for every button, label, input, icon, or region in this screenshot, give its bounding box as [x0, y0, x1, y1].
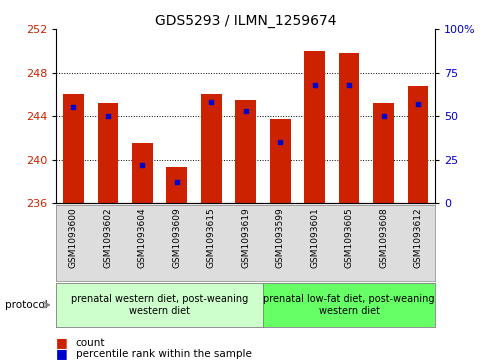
Bar [304, 51, 325, 203]
Text: GSM1093602: GSM1093602 [103, 207, 112, 268]
Text: count: count [76, 338, 105, 348]
Bar [63, 94, 83, 203]
Bar [132, 143, 152, 203]
Text: protocol: protocol [5, 300, 47, 310]
Bar [407, 86, 427, 203]
Text: GSM1093608: GSM1093608 [378, 207, 387, 268]
Bar [372, 103, 393, 203]
Text: GSM1093604: GSM1093604 [138, 207, 146, 268]
Text: ■: ■ [56, 347, 68, 360]
Text: GSM1093615: GSM1093615 [206, 207, 215, 268]
Title: GDS5293 / ILMN_1259674: GDS5293 / ILMN_1259674 [155, 14, 336, 28]
Text: percentile rank within the sample: percentile rank within the sample [76, 349, 251, 359]
Bar [338, 53, 359, 203]
Text: prenatal low-fat diet, post-weaning
western diet: prenatal low-fat diet, post-weaning west… [263, 294, 434, 316]
Text: GSM1093612: GSM1093612 [413, 207, 422, 268]
Bar [98, 103, 118, 203]
Text: GSM1093605: GSM1093605 [344, 207, 353, 268]
Text: GSM1093600: GSM1093600 [69, 207, 78, 268]
Bar [201, 94, 221, 203]
Text: ■: ■ [56, 337, 68, 350]
Text: GSM1093601: GSM1093601 [309, 207, 319, 268]
Text: GSM1093609: GSM1093609 [172, 207, 181, 268]
Text: GSM1093619: GSM1093619 [241, 207, 250, 268]
Bar [269, 119, 290, 203]
Text: GSM1093599: GSM1093599 [275, 207, 284, 268]
Text: prenatal western diet, post-weaning
western diet: prenatal western diet, post-weaning west… [71, 294, 248, 316]
Bar [166, 167, 187, 203]
Bar [235, 100, 256, 203]
